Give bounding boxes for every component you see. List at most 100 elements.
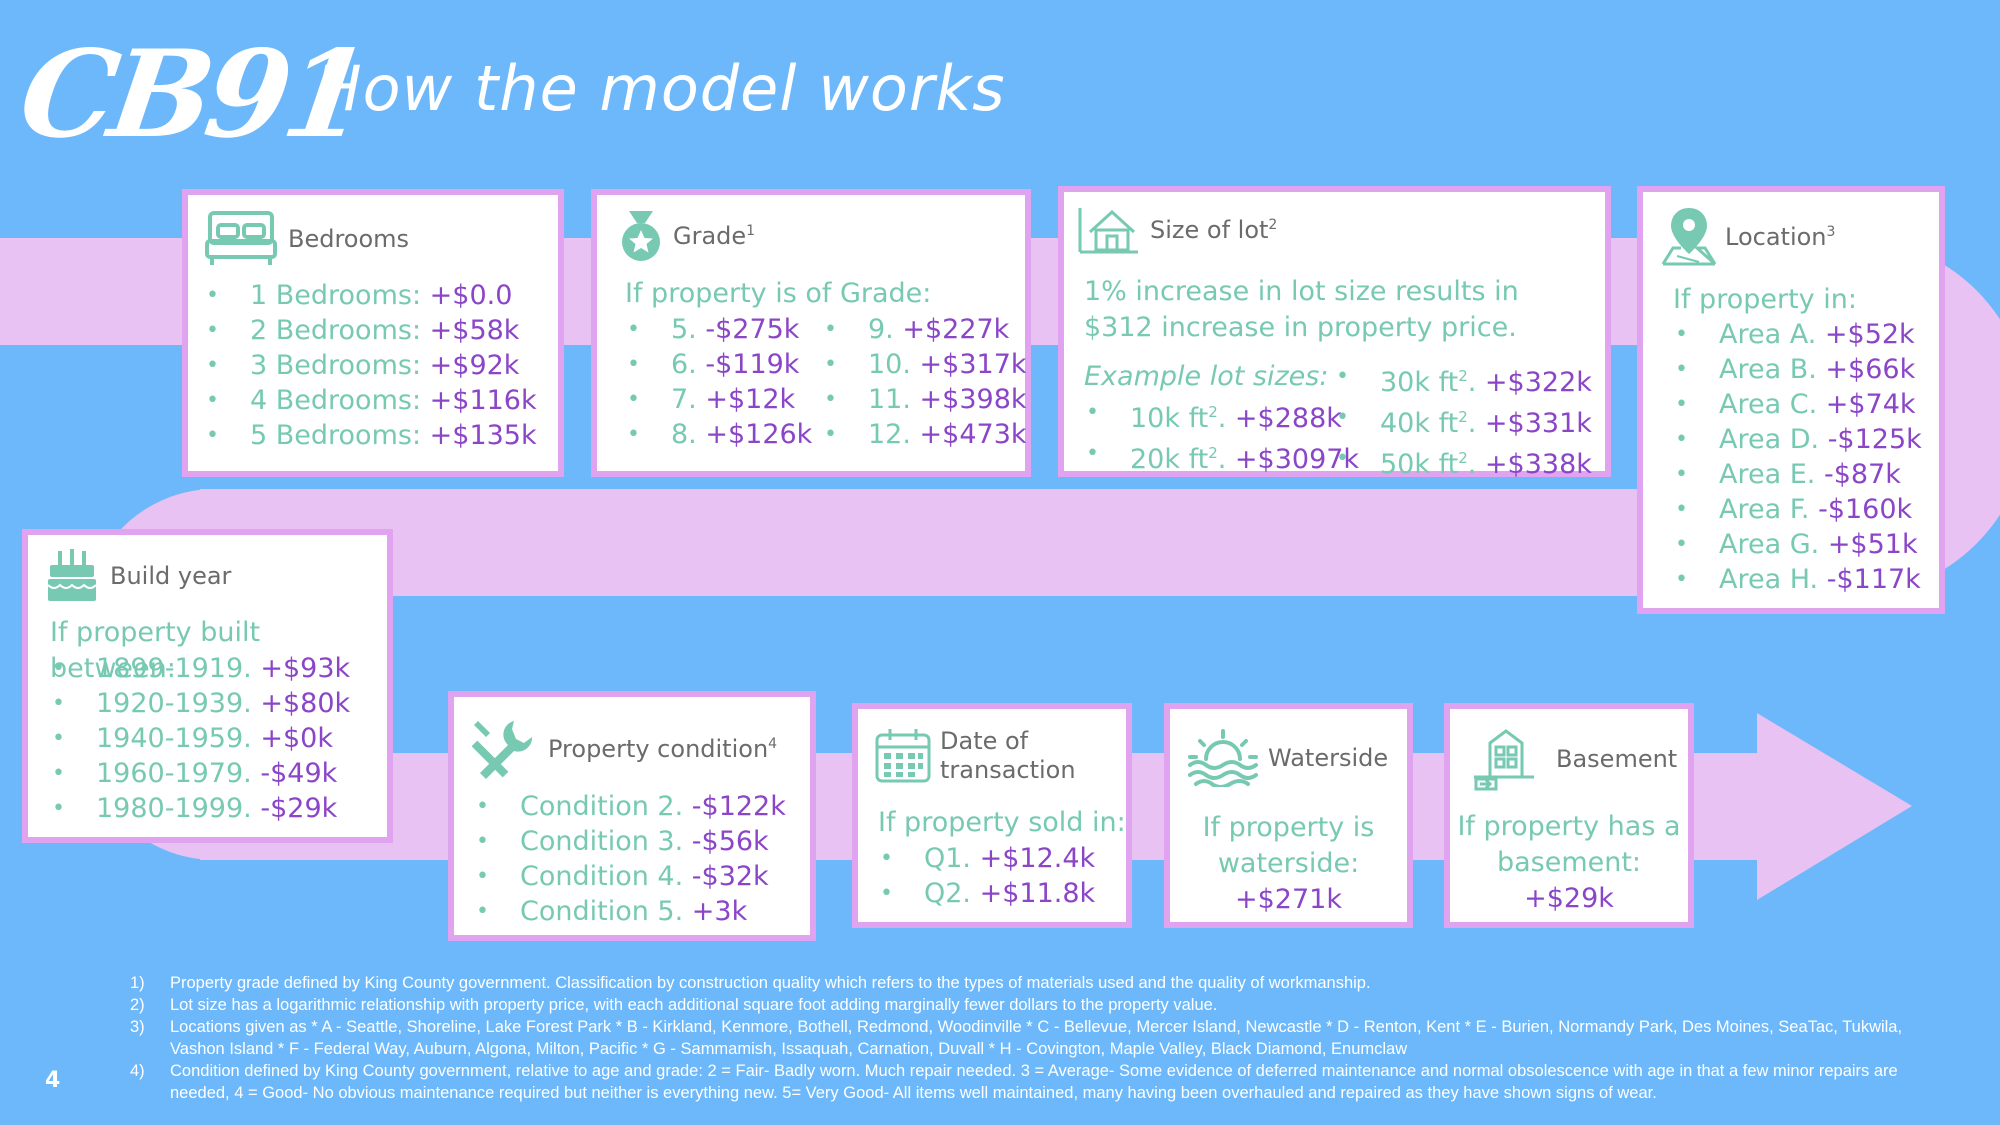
item-value: -$87k (1823, 459, 1901, 490)
item-value: -$122k (691, 791, 786, 822)
item-value: +$322k (1484, 367, 1592, 398)
item-label: Area E. (1719, 459, 1824, 490)
list-item: 30k ft2. +$322k (1334, 359, 1592, 400)
item-sup: 2 (1208, 403, 1218, 421)
item-value: +$93k (260, 653, 351, 684)
item-value: +$12k (705, 384, 796, 415)
item-label: 2 Bedrooms: (250, 315, 430, 346)
item-label: 9. (868, 314, 903, 345)
item-label: 20k ft (1130, 444, 1209, 475)
item-value: +$288k (1234, 403, 1342, 434)
item-sup: 2 (1458, 449, 1468, 467)
item-value: +$52k (1824, 319, 1915, 350)
item-label: 7. (671, 384, 706, 415)
card-title: Grade1 (673, 222, 756, 250)
card-title: Bedrooms (288, 225, 410, 253)
item-value: +$331k (1484, 408, 1592, 439)
item-label: Area C. (1719, 389, 1826, 420)
item-value: +$398k (919, 384, 1027, 415)
list-item: 3 Bedrooms: +$92k (204, 348, 537, 383)
sun-water-icon (1188, 729, 1258, 787)
lot-list-left: 10k ft2. +$288k20k ft2. +$3097k (1084, 395, 1359, 477)
bedrooms-list: 1 Bedrooms: +$0.02 Bedrooms: +$58k3 Bedr… (204, 278, 537, 453)
item-label: Condition 2. (520, 791, 692, 822)
item-label: Condition 5. (520, 896, 692, 927)
item-label: 3 Bedrooms: (250, 350, 430, 381)
list-item: 1960-1979. -$49k (50, 756, 350, 791)
list-item: 1940-1959. +$0k (50, 721, 350, 756)
item-label: 6. (671, 349, 706, 380)
grade-list-left: 5. -$275k6. -$119k7. +$12k8. +$126k (625, 312, 812, 452)
lot-intro: 1% increase in lot size results in $312 … (1084, 276, 1519, 343)
item-label: 5. (671, 314, 706, 345)
list-item: 5 Bedrooms: +$135k (204, 418, 537, 453)
item-value: +$11.8k (979, 878, 1096, 909)
list-item: 9. +$227k (822, 312, 1027, 347)
item-label: Area D. (1719, 424, 1828, 455)
basement-value: +$29k (1524, 883, 1614, 914)
location-intro: If property in: (1673, 284, 1857, 315)
item-label: 10k ft (1130, 403, 1209, 434)
footnote: 2) Lot size has a logarithmic relationshi… (130, 994, 1930, 1016)
list-item: Q2. +$11.8k (878, 876, 1095, 911)
footnote: 4) Condition defined by King County gover… (130, 1060, 1930, 1104)
list-item: Q1. +$12.4k (878, 841, 1095, 876)
list-item: Area A. +$52k (1673, 317, 1922, 352)
item-label: 1 Bedrooms: (250, 280, 430, 311)
list-item: Area F. -$160k (1673, 492, 1922, 527)
item-value: +$66k (1825, 354, 1916, 385)
item-label: 30k ft (1380, 367, 1459, 398)
date-list: Q1. +$12.4kQ2. +$11.8k (878, 841, 1095, 911)
waterside-text: If property is waterside: +$271k (1170, 810, 1407, 918)
item-sup: 2 (1458, 408, 1468, 426)
item-label: 11. (868, 384, 920, 415)
item-separator: . (1217, 444, 1235, 475)
grade-intro: If property is of Grade: (625, 278, 932, 309)
card-build-year: Build year If property built between: 18… (22, 529, 393, 843)
card-title: Property condition4 (548, 735, 778, 763)
card-location: Location3 If property in: Area A. +$52kA… (1637, 186, 1945, 614)
item-value: -$117k (1826, 564, 1921, 595)
list-item: Condition 2. -$122k (474, 789, 786, 824)
item-label: Area B. (1719, 354, 1826, 385)
list-item: Condition 3. -$56k (474, 824, 786, 859)
card-title: Build year (110, 562, 232, 590)
building-basement-icon (1474, 729, 1534, 791)
item-separator: . (1467, 408, 1485, 439)
list-item: 20k ft2. +$3097k (1084, 436, 1359, 477)
house-lot-icon (1078, 208, 1138, 254)
item-value: +$126k (705, 419, 813, 450)
item-value: +$51k (1827, 529, 1918, 560)
list-item: 12. +$473k (822, 417, 1027, 452)
item-label: 12. (868, 419, 920, 450)
list-item: 5. -$275k (625, 312, 812, 347)
list-item: 11. +$398k (822, 382, 1027, 417)
item-label: 1980-1999. (96, 793, 261, 824)
footnote: 1) Property grade defined by King County … (130, 972, 1930, 994)
item-value: -$29k (260, 793, 338, 824)
item-value: -$125k (1827, 424, 1922, 455)
item-label: Area A. (1719, 319, 1825, 350)
date-intro: If property sold in: (878, 807, 1126, 838)
list-item: 10k ft2. +$288k (1084, 395, 1359, 436)
list-item: 8. +$126k (625, 417, 812, 452)
item-value: -$275k (705, 314, 800, 345)
footnote-text: Property grade defined by King County go… (170, 974, 1371, 992)
map-pin-icon (1661, 208, 1717, 266)
item-value: +$92k (429, 350, 520, 381)
page-number: 4 (45, 1068, 61, 1093)
card-title: Date of transaction (940, 727, 1076, 784)
item-value: +$58k (429, 315, 520, 346)
item-label: Area H. (1719, 564, 1827, 595)
card-basement: Basement If property has a basement: +$2… (1444, 703, 1694, 928)
list-item: 2 Bedrooms: +$58k (204, 313, 537, 348)
item-label: 10. (868, 349, 920, 380)
item-sup: 2 (1458, 367, 1468, 385)
item-label: 40k ft (1380, 408, 1459, 439)
build-year-list: 1899-1919. +$93k1920-1939. +$80k1940-195… (50, 651, 350, 826)
item-label: Condition 3. (520, 826, 692, 857)
item-label: Q1. (924, 843, 980, 874)
page-title: How the model works (315, 52, 1006, 125)
card-title: Waterside (1268, 744, 1389, 772)
footnote-number: 1) (130, 974, 145, 992)
